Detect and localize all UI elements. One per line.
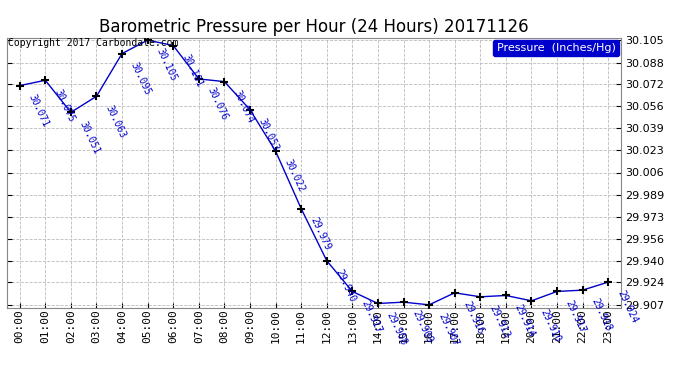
Text: 29.909: 29.909: [411, 309, 435, 345]
Text: 30.076: 30.076: [206, 86, 230, 122]
Text: 30.105: 30.105: [155, 47, 179, 83]
Text: 30.095: 30.095: [129, 60, 153, 97]
Title: Barometric Pressure per Hour (24 Hours) 20171126: Barometric Pressure per Hour (24 Hours) …: [99, 18, 529, 36]
Text: Copyright 2017 Carbondale.com: Copyright 2017 Carbondale.com: [8, 38, 178, 48]
Text: 30.071: 30.071: [27, 93, 50, 129]
Text: 29.940: 29.940: [334, 268, 357, 304]
Text: 30.022: 30.022: [282, 158, 306, 194]
Text: 29.924: 29.924: [615, 289, 639, 325]
Text: 30.074: 30.074: [231, 88, 255, 125]
Text: 29.908: 29.908: [385, 310, 408, 346]
Text: 29.916: 29.916: [462, 300, 486, 336]
Text: 30.075: 30.075: [52, 87, 76, 123]
Text: 29.910: 29.910: [538, 308, 562, 344]
Text: 29.913: 29.913: [487, 304, 511, 340]
Text: 30.051: 30.051: [78, 119, 101, 156]
Text: 30.101: 30.101: [180, 53, 204, 88]
Text: 29.917: 29.917: [359, 298, 383, 334]
Text: 29.914: 29.914: [513, 302, 537, 339]
Text: 29.918: 29.918: [589, 297, 613, 333]
Text: 30.063: 30.063: [104, 103, 128, 140]
Text: 29.907: 29.907: [436, 312, 460, 348]
Text: 30.053: 30.053: [257, 117, 281, 153]
Text: 29.917: 29.917: [564, 298, 588, 334]
Legend: Pressure  (Inches/Hg): Pressure (Inches/Hg): [493, 40, 619, 56]
Text: 29.979: 29.979: [308, 216, 332, 252]
